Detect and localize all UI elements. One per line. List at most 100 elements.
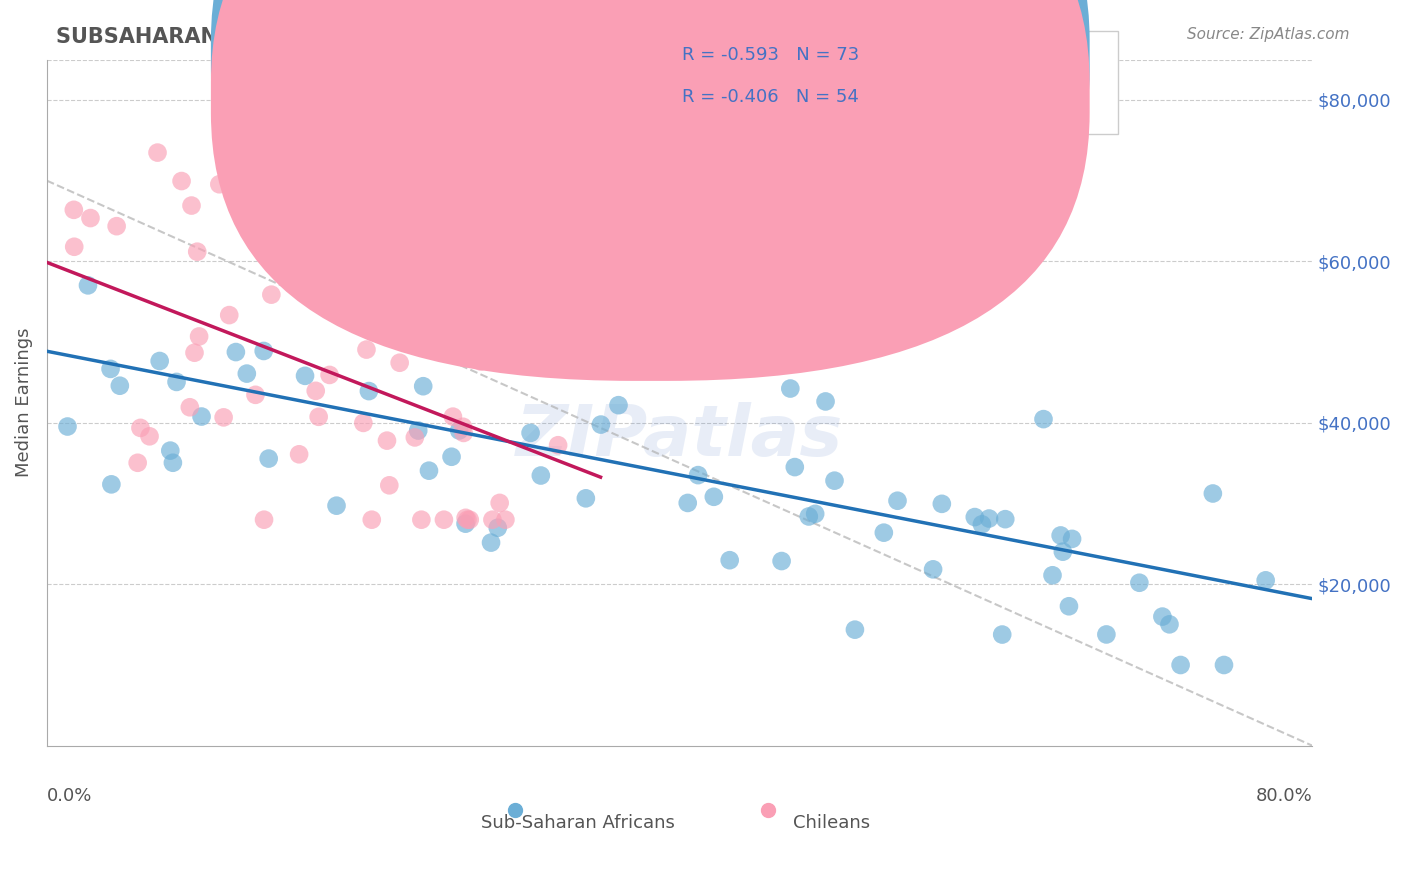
Point — [703, 490, 725, 504]
Point — [357, 384, 380, 398]
Point — [454, 511, 477, 525]
Point — [519, 329, 541, 343]
Point — [453, 425, 475, 440]
Point — [516, 342, 538, 356]
Point — [433, 513, 456, 527]
Point — [418, 464, 440, 478]
Text: R = -0.593   N = 73: R = -0.593 N = 73 — [682, 46, 859, 64]
Point — [530, 468, 553, 483]
Point — [100, 477, 122, 491]
Point — [425, 271, 447, 285]
Point — [179, 401, 201, 415]
Point — [186, 244, 208, 259]
Point — [392, 318, 415, 333]
Point — [378, 478, 401, 492]
Point — [824, 474, 846, 488]
Point — [218, 308, 240, 322]
Point — [1057, 599, 1080, 614]
Point — [63, 240, 86, 254]
Point — [814, 394, 837, 409]
Point — [308, 409, 330, 424]
Point — [314, 293, 336, 308]
Point — [454, 516, 477, 531]
Point — [456, 513, 478, 527]
Point — [352, 416, 374, 430]
Point — [356, 343, 378, 357]
Point — [547, 438, 569, 452]
Point — [494, 513, 516, 527]
Point — [994, 512, 1017, 526]
Point — [931, 497, 953, 511]
Y-axis label: Median Earnings: Median Earnings — [15, 328, 32, 477]
Text: R = -0.406   N = 54: R = -0.406 N = 54 — [682, 88, 859, 106]
Point — [212, 410, 235, 425]
Point — [783, 460, 806, 475]
Point — [581, 352, 603, 367]
Point — [922, 562, 945, 576]
Point — [479, 535, 502, 549]
Point — [451, 419, 474, 434]
Point — [1052, 544, 1074, 558]
Point — [991, 627, 1014, 641]
Point — [411, 513, 433, 527]
Point — [129, 421, 152, 435]
Point — [1049, 528, 1071, 542]
Point — [938, 739, 960, 753]
Point — [481, 513, 503, 527]
Point — [1159, 617, 1181, 632]
Point — [180, 198, 202, 212]
Point — [676, 496, 699, 510]
Point — [770, 554, 793, 568]
Point — [1202, 486, 1225, 500]
Point — [105, 219, 128, 234]
Point — [970, 517, 993, 532]
Point — [797, 509, 820, 524]
Point — [440, 450, 463, 464]
Point — [441, 409, 464, 424]
Point — [498, 248, 520, 262]
Point — [488, 496, 510, 510]
Point — [404, 430, 426, 444]
Point — [225, 345, 247, 359]
Point — [607, 398, 630, 412]
Point — [621, 739, 644, 753]
Point — [170, 174, 193, 188]
Text: 80.0%: 80.0% — [1256, 787, 1312, 805]
Point — [190, 409, 212, 424]
Point — [658, 355, 681, 369]
Point — [257, 451, 280, 466]
Point — [183, 345, 205, 359]
Point — [245, 388, 267, 402]
Point — [1213, 658, 1236, 673]
Point — [1128, 575, 1150, 590]
Point — [412, 379, 434, 393]
Point — [388, 356, 411, 370]
Point — [375, 434, 398, 448]
Point — [56, 419, 79, 434]
Point — [1095, 627, 1118, 641]
Point — [963, 510, 986, 524]
Point — [873, 525, 896, 540]
Point — [149, 354, 172, 368]
Point — [1152, 609, 1174, 624]
Point — [339, 266, 361, 280]
Point — [804, 507, 827, 521]
Point — [288, 447, 311, 461]
Point — [188, 329, 211, 343]
Point — [718, 553, 741, 567]
Point — [292, 238, 315, 252]
Text: SUBSAHARAN AFRICAN VS CHILEAN MEDIAN EARNINGS CORRELATION CHART: SUBSAHARAN AFRICAN VS CHILEAN MEDIAN EAR… — [56, 27, 960, 46]
Point — [138, 429, 160, 443]
Point — [342, 311, 364, 326]
Point — [406, 424, 429, 438]
Point — [208, 178, 231, 192]
Text: ZIPatlas: ZIPatlas — [516, 402, 844, 472]
Point — [575, 491, 598, 506]
Point — [162, 456, 184, 470]
Point — [688, 468, 710, 483]
Point — [1042, 568, 1064, 582]
Point — [844, 623, 866, 637]
Point — [675, 306, 697, 320]
Point — [589, 417, 612, 432]
Point — [253, 513, 276, 527]
